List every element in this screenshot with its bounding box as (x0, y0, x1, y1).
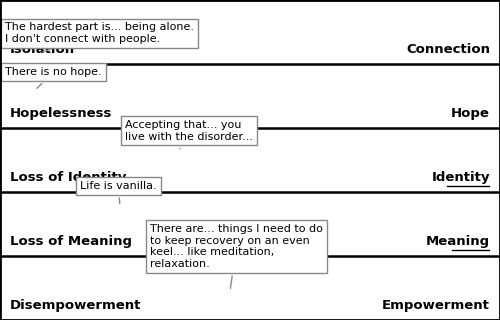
Text: Life is vanilla.: Life is vanilla. (80, 181, 156, 204)
Text: The hardest part is... being alone.
I don't connect with people.: The hardest part is... being alone. I do… (5, 22, 194, 52)
Text: Hope: Hope (451, 107, 490, 120)
Text: Loss of Meaning: Loss of Meaning (10, 235, 132, 248)
Text: Isolation: Isolation (10, 43, 75, 56)
Text: Disempowerment: Disempowerment (10, 299, 141, 312)
Text: There is no hope.: There is no hope. (5, 67, 102, 88)
Text: Identity: Identity (432, 171, 490, 184)
Text: Loss of Identity: Loss of Identity (10, 171, 126, 184)
Text: Meaning: Meaning (426, 235, 490, 248)
Text: Accepting that... you
live with the disorder...: Accepting that... you live with the diso… (125, 120, 253, 149)
Text: Connection: Connection (406, 43, 490, 56)
Text: There are... things I need to do
to keep recovery on an even
keel... like medita: There are... things I need to do to keep… (150, 224, 323, 288)
Text: Hopelessness: Hopelessness (10, 107, 113, 120)
Text: Empowerment: Empowerment (382, 299, 490, 312)
